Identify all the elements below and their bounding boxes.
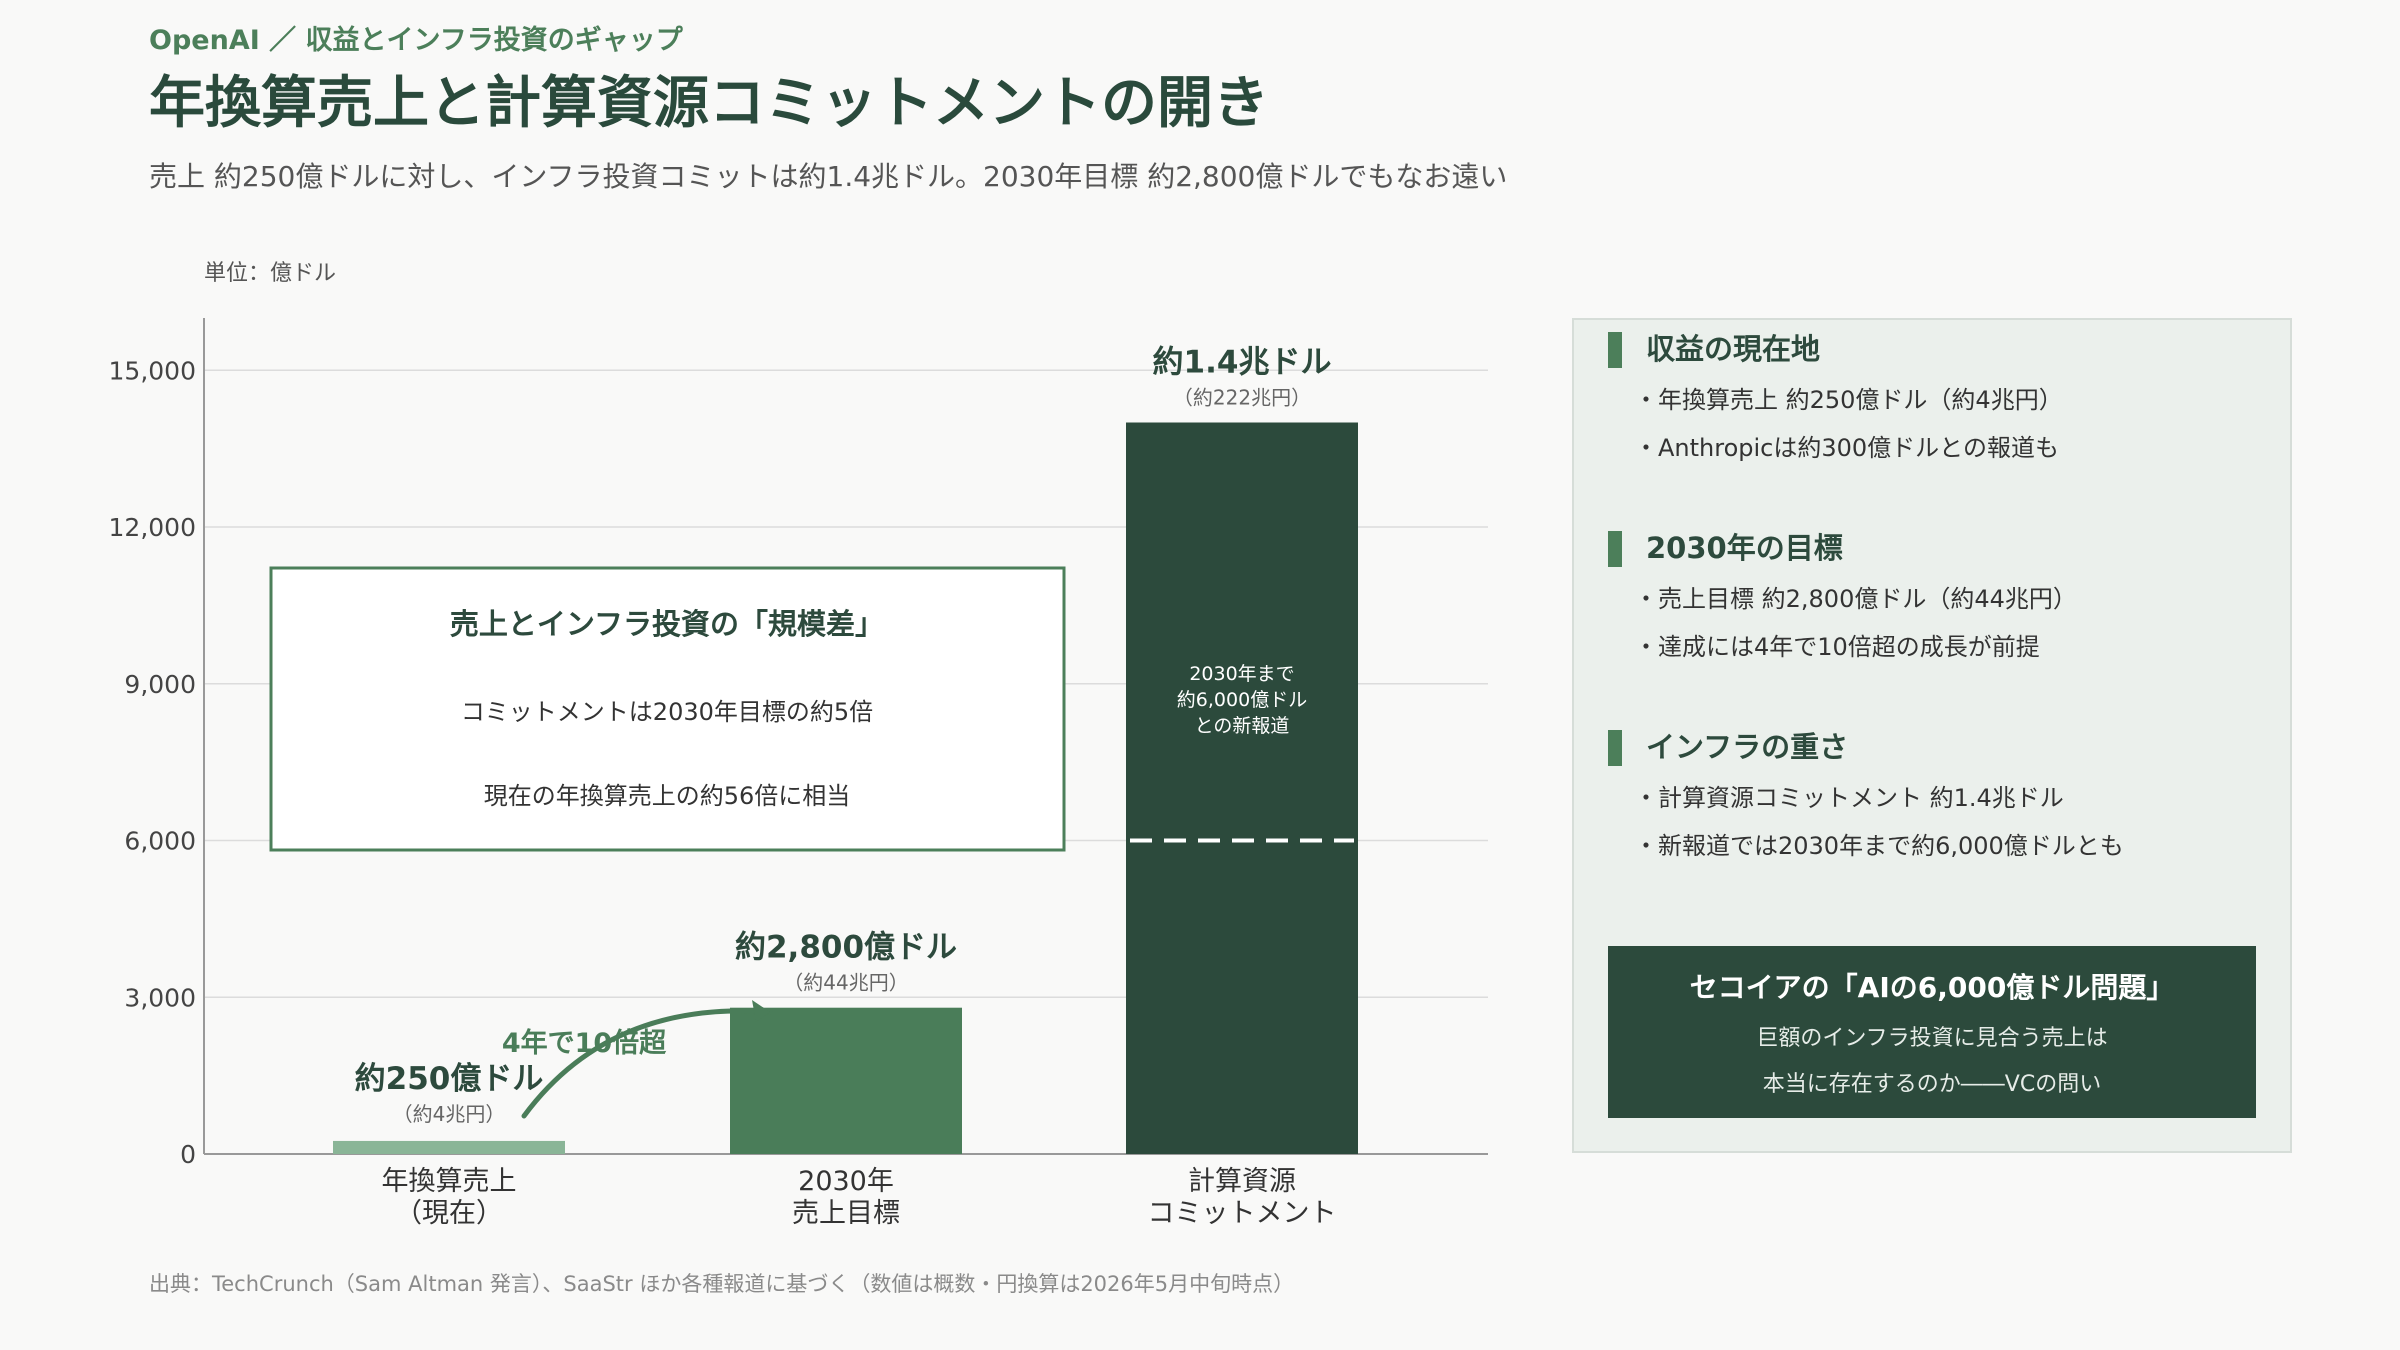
labels-layer: 単位：億ドル03,0006,0009,00012,00015,000年換算売上（… [109, 261, 1337, 1229]
panel-item: ・計算資源コミットメント 約1.4兆ドル [1634, 784, 2064, 812]
growth-label: 4年で10倍超 [502, 1027, 667, 1059]
section-marker-icon [1608, 730, 1622, 766]
data-sublabel: （約4兆円） [393, 1102, 506, 1126]
x-tick-label: コミットメント [1148, 1198, 1337, 1229]
panel-item: ・新報道では2030年まで約6,000億ドルとも [1634, 832, 2124, 860]
eyebrow: OpenAI ／ 収益とインフラ投資のギャップ [149, 25, 683, 56]
x-tick-label: 年換算売上 [382, 1166, 517, 1197]
summary-box-title: 売上とインフラ投資の「規模差」 [450, 607, 884, 641]
data-sublabel: （約44兆円） [783, 971, 908, 995]
bar [1126, 422, 1358, 1154]
panel-section-infra: インフラの重さ ・計算資源コミットメント 約1.4兆ドル ・新報道では2030年… [1608, 728, 2268, 864]
y-tick-label: 15,000 [109, 356, 196, 385]
panel-section-target: 2030年の目標 ・売上目標 約2,800億ドル（約44兆円） ・達成には4年で… [1608, 529, 2268, 665]
bar [333, 1140, 565, 1154]
x-tick-label: 計算資源 [1188, 1166, 1296, 1197]
page-title: 年換算売上と計算資源コミットメントの開き [149, 71, 1269, 136]
summary-box-line: コミットメントは2030年目標の約5倍 [461, 698, 873, 726]
bar-chart: 単位：億ドル03,0006,0009,00012,00015,000年換算売上（… [109, 261, 1488, 1229]
bars-layer [333, 422, 1358, 1154]
section-marker-icon [1608, 332, 1622, 368]
bar-annotation-text: 約6,000億ドル [1177, 689, 1307, 711]
side-panel: 収益の現在地 ・年換算売上 約250億ドル（約4兆円） ・Anthropicは約… [1572, 318, 2292, 1153]
panel-section-title: インフラの重さ [1608, 728, 2268, 768]
panel-section-title: 2030年の目標 [1608, 529, 2268, 569]
panel-item: ・達成には4年で10倍超の成長が前提 [1634, 633, 2040, 661]
summary-box [269, 566, 1066, 852]
panel-item: ・年換算売上 約250億ドル（約4兆円） [1634, 386, 2063, 414]
summary-box-line: 現在の年換算売上の約56倍に相当 [484, 782, 851, 810]
panel-section-revenue: 収益の現在地 ・年換算売上 約250億ドル（約4兆円） ・Anthropicは約… [1608, 330, 2268, 466]
data-sublabel: （約222兆円） [1173, 386, 1311, 410]
x-tick-label: 売上目標 [792, 1198, 900, 1229]
bar-annotation-text: 2030年まで [1189, 663, 1294, 685]
y-tick-label: 6,000 [124, 827, 196, 856]
callout-line: 本当に存在するのか――VCの問い [1762, 1072, 2102, 1097]
callout-box: セコイアの「AIの6,000億ドル問題」 巨額のインフラ投資に見合う売上は 本当… [1608, 946, 2256, 1118]
y-tick-label: 3,000 [124, 983, 196, 1012]
unit-label: 単位：億ドル [204, 261, 336, 286]
section-title-text: 2030年の目標 [1646, 531, 1843, 565]
data-label: 約250億ドル [355, 1061, 544, 1097]
panel-section-title: 収益の現在地 [1608, 330, 2268, 370]
panel-item: ・Anthropicは約300億ドルとの報道も [1634, 434, 2059, 462]
callout-line: 巨額のインフラ投資に見合う売上は [1756, 1026, 2108, 1051]
bar-annotation-text: との新報道 [1195, 715, 1290, 737]
growth-arrow [521, 1008, 773, 1119]
source-note: 出典：TechCrunch（Sam Altman 発言）、SaaStr ほか各種… [149, 1272, 1295, 1296]
page-subtitle: 売上 約250億ドルに対し、インフラ投資コミットは約1.4兆ドル。2030年目標… [149, 160, 1508, 193]
callout-title: セコイアの「AIの6,000億ドル問題」 [1689, 971, 2175, 1004]
y-tick-label: 12,000 [109, 513, 196, 542]
x-tick-label: 2030年 [798, 1166, 894, 1197]
panel-item: ・売上目標 約2,800億ドル（約44兆円） [1634, 585, 2077, 613]
data-label: 約2,800億ドル [735, 930, 957, 966]
bar [730, 1007, 962, 1154]
y-tick-label: 0 [180, 1140, 196, 1169]
section-title-text: 収益の現在地 [1646, 332, 1821, 366]
arrow-head-icon [752, 1000, 770, 1022]
x-tick-label: （現在） [395, 1198, 503, 1229]
section-title-text: インフラの重さ [1646, 730, 1849, 764]
y-tick-label: 9,000 [124, 670, 196, 699]
section-marker-icon [1608, 531, 1622, 567]
data-label: 約1.4兆ドル [1153, 345, 1332, 381]
